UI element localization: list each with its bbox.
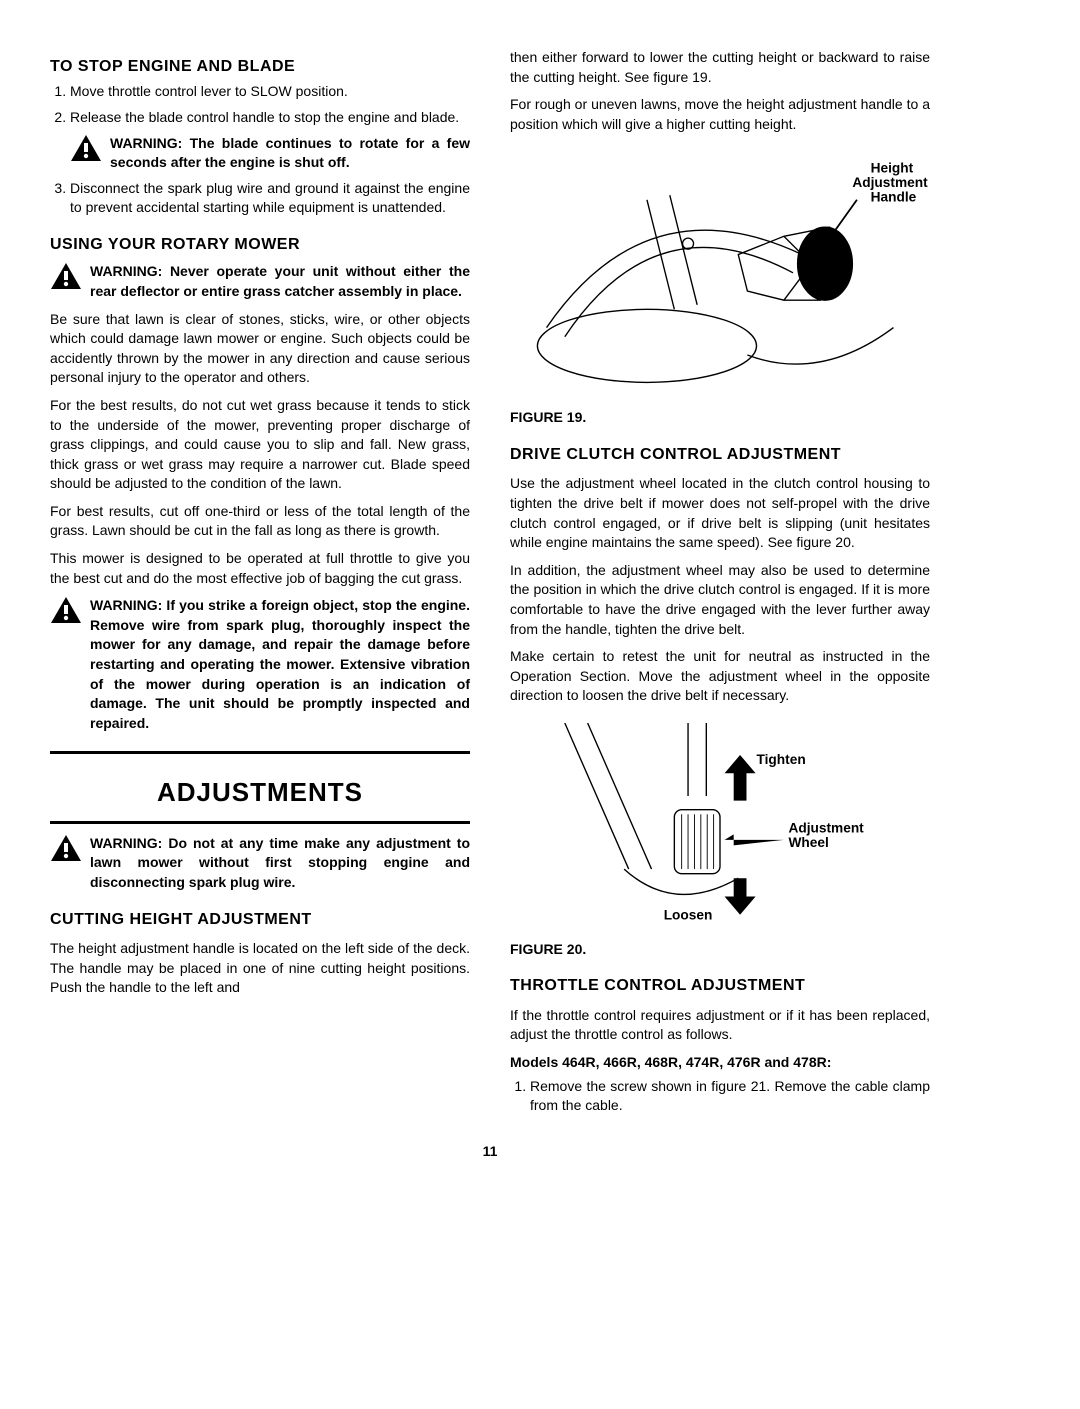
figure-20-caption: FIGURE 20. — [510, 940, 930, 960]
warning-icon — [50, 834, 82, 862]
warning-text: WARNING: The blade continues to rotate f… — [110, 134, 470, 173]
figure-19-svg: Height Adjustment Handle — [510, 145, 930, 401]
paragraph: For rough or uneven lawns, move the heig… — [510, 95, 930, 134]
heading-drive-clutch: DRIVE CLUTCH CONTROL ADJUSTMENT — [510, 444, 930, 466]
list-item: Release the blade control handle to stop… — [70, 108, 470, 128]
figure-20: Tighten Adjustment Wheel Loosen — [510, 714, 930, 934]
fig19-label-handle: Handle — [871, 189, 917, 204]
throttle-models-list: Remove the screw shown in figure 21. Rem… — [510, 1077, 930, 1116]
page-number: 11 — [50, 1142, 930, 1162]
figure-19-caption: FIGURE 19. — [510, 408, 930, 428]
list-item: Remove the screw shown in figure 21. Rem… — [530, 1077, 930, 1116]
heading-adjustments: ADJUSTMENTS — [50, 774, 470, 810]
fig20-label-wheel: Wheel — [788, 836, 828, 851]
figure-19: Height Adjustment Handle — [510, 142, 930, 402]
warning-text: WARNING: If you strike a foreign object,… — [90, 596, 470, 733]
warning-before-adjust: WARNING: Do not at any time make any adj… — [50, 834, 470, 893]
paragraph: Make certain to retest the unit for neut… — [510, 647, 930, 706]
paragraph: then either forward to lower the cutting… — [510, 48, 930, 87]
paragraph: For the best results, do not cut wet gra… — [50, 396, 470, 494]
warning-foreign-object: WARNING: If you strike a foreign object,… — [50, 596, 470, 733]
list-item: Disconnect the spark plug wire and groun… — [70, 179, 470, 218]
warning-icon — [70, 134, 102, 162]
paragraph: If the throttle control requires adjustm… — [510, 1006, 930, 1045]
paragraph: The height adjustment handle is located … — [50, 939, 470, 998]
paragraph: Be sure that lawn is clear of stones, st… — [50, 310, 470, 388]
stop-engine-list-cont: Disconnect the spark plug wire and groun… — [50, 179, 470, 218]
column-right: then either forward to lower the cutting… — [510, 40, 930, 1122]
fig19-label-height: Height — [871, 160, 914, 175]
fig20-label-tighten: Tighten — [757, 753, 806, 768]
figure-20-svg: Tighten Adjustment Wheel Loosen — [510, 723, 930, 924]
warning-text: WARNING: Do not at any time make any adj… — [90, 834, 470, 893]
heading-using-mower: USING YOUR ROTARY MOWER — [50, 234, 470, 256]
paragraph: In addition, the adjustment wheel may al… — [510, 561, 930, 639]
column-left: TO STOP ENGINE AND BLADE Move throttle c… — [50, 40, 470, 1122]
paragraph: This mower is designed to be operated at… — [50, 549, 470, 588]
page-columns: TO STOP ENGINE AND BLADE Move throttle c… — [50, 40, 930, 1122]
models-subhead: Models 464R, 466R, 468R, 474R, 476R and … — [510, 1053, 930, 1073]
list-item: Move throttle control lever to SLOW posi… — [70, 82, 470, 102]
paragraph: For best results, cut off one-third or l… — [50, 502, 470, 541]
heading-throttle-control: THROTTLE CONTROL ADJUSTMENT — [510, 975, 930, 997]
warning-icon — [50, 596, 82, 624]
heading-cutting-height: CUTTING HEIGHT ADJUSTMENT — [50, 909, 470, 931]
warning-icon — [50, 262, 82, 290]
fig20-label-loosen: Loosen — [664, 908, 713, 923]
fig20-label-adjustment: Adjustment — [788, 821, 864, 836]
fig19-label-adjustment: Adjustment — [852, 175, 928, 190]
paragraph: Use the adjustment wheel located in the … — [510, 474, 930, 552]
warning-deflector: WARNING: Never operate your unit without… — [50, 262, 470, 301]
heading-stop-engine: TO STOP ENGINE AND BLADE — [50, 56, 470, 78]
adjustments-banner: ADJUSTMENTS — [50, 751, 470, 823]
warning-text: WARNING: Never operate your unit without… — [90, 262, 470, 301]
warning-blade-rotate: WARNING: The blade continues to rotate f… — [70, 134, 470, 173]
stop-engine-list: Move throttle control lever to SLOW posi… — [50, 82, 470, 127]
